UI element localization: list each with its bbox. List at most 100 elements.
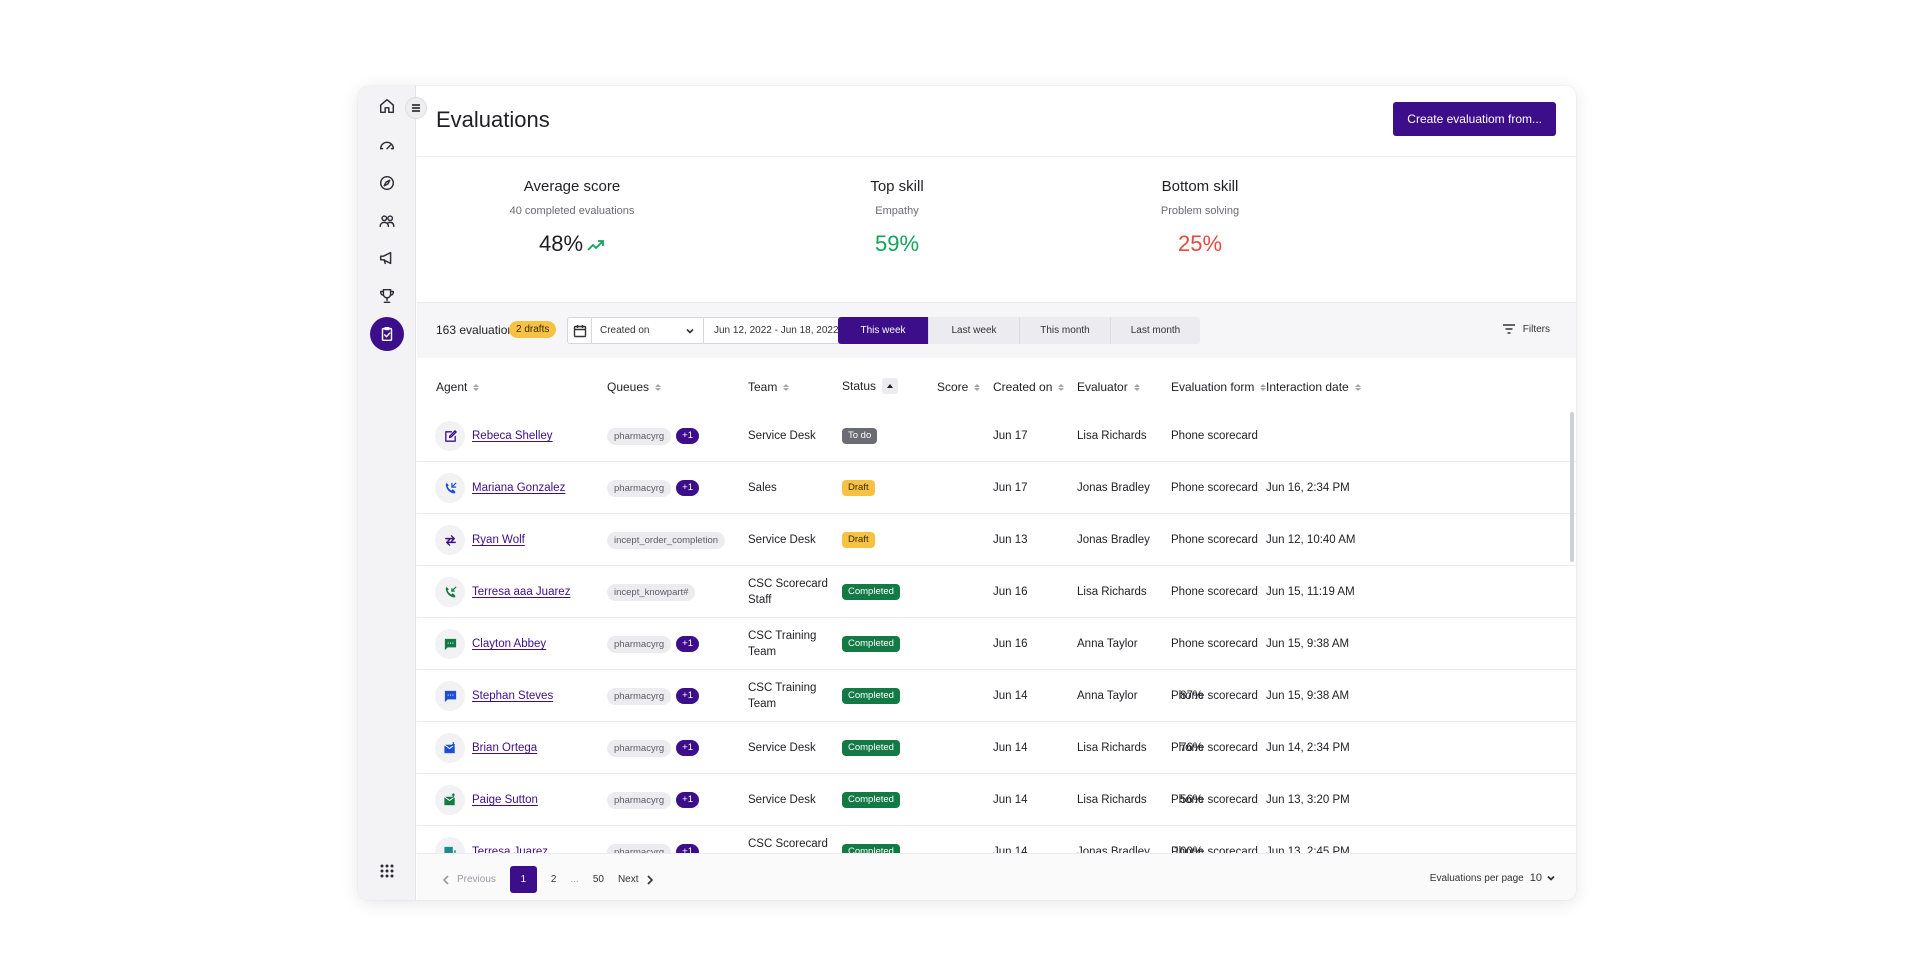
more-queues-chip[interactable]: +1 [676, 844, 700, 853]
agent-link[interactable]: Paige Sutton [472, 794, 538, 806]
more-queues-chip[interactable]: +1 [676, 792, 700, 808]
sidebar-toggle-button[interactable] [405, 97, 427, 119]
column-evaluator[interactable]: Evaluator [1077, 380, 1140, 394]
filters-button[interactable]: Filters [1502, 323, 1550, 335]
status-cell: Completed [842, 618, 900, 670]
table-row[interactable]: Mariana Gonzalez pharmacyrg +1 Sales Draft Ju… [417, 462, 1576, 514]
evaluator-cell: Lisa Richards [1077, 430, 1147, 442]
agent-link[interactable]: Clayton Abbey [472, 638, 547, 650]
filter-icon [1502, 324, 1515, 334]
table-row[interactable]: Ryan Wolf incept_order_completion Service … [417, 514, 1576, 566]
score-cell: 100% [1173, 846, 1203, 853]
bottom-skill-title: Bottom skill [1161, 178, 1239, 195]
table-row[interactable]: Terresa Juarez pharmacyrg +1 CSC Scorecard … [417, 826, 1576, 853]
megaphone-icon [379, 251, 392, 265]
evaluation-form-cell: Phone scorecard [1171, 794, 1258, 806]
sidebar-item-campaigns[interactable] [370, 241, 404, 275]
agent-cell: Terresa aaa Juarez [472, 566, 570, 618]
clipboard-check-icon [381, 326, 393, 342]
team-name: CSC Scorecard Staff [748, 838, 828, 850]
status-badge: To do [842, 428, 878, 444]
status-badge: Draft [842, 480, 875, 496]
table-header: Agent Queues Team Status Score Created o… [417, 358, 1576, 410]
agent-link[interactable]: Brian Ortega [472, 742, 538, 754]
sidebar-item-evaluations[interactable] [370, 317, 404, 351]
agent-link[interactable]: Terresa Juarez [472, 846, 549, 853]
preset-this-week[interactable]: This week [838, 317, 929, 344]
table-scrollbar[interactable] [1570, 412, 1574, 562]
previous-page-button[interactable]: Previous [442, 874, 496, 885]
column-team[interactable]: Team [748, 380, 790, 394]
created-on-cell: Jun 14 [993, 846, 1028, 853]
queue-chip: incept_order_completion [607, 531, 726, 549]
agent-link[interactable]: Stephan Steves [472, 690, 554, 702]
drafts-badge[interactable]: 2 drafts [509, 321, 557, 338]
preset-this-month[interactable]: This month [1020, 317, 1111, 344]
team-name: Service Desk [748, 742, 816, 754]
column-agent[interactable]: Agent [436, 380, 480, 394]
team-name: Service Desk [748, 430, 816, 442]
calendar-icon [573, 324, 586, 337]
apps-launcher[interactable] [370, 854, 404, 888]
evaluator-cell: Jonas Bradley [1077, 846, 1150, 853]
more-queues-chip[interactable]: +1 [676, 428, 700, 444]
sidebar-item-achievements[interactable] [370, 279, 404, 313]
preset-last-week[interactable]: Last week [929, 317, 1020, 344]
table-row[interactable]: Paige Sutton pharmacyrg +1 Service Desk Comp… [417, 774, 1576, 826]
column-evaluation-form[interactable]: Evaluation form [1171, 380, 1267, 394]
queues-cell: pharmacyrg +1 [607, 410, 700, 462]
agent-link[interactable]: Terresa aaa Juarez [472, 586, 571, 598]
sidebar-item-home[interactable] [370, 89, 404, 123]
column-queues[interactable]: Queues [607, 380, 662, 394]
table-row[interactable]: Rebeca Shelley pharmacyrg +1 Service Desk To… [417, 410, 1576, 462]
per-page-select[interactable]: Evaluations per page 10 [1430, 872, 1556, 884]
agent-link[interactable]: Mariana Gonzalez [472, 482, 566, 494]
status-cell: Completed [842, 722, 900, 774]
more-queues-chip[interactable]: +1 [676, 688, 700, 704]
column-created-on[interactable]: Created on [993, 380, 1065, 394]
page-1-button[interactable]: 1 [509, 866, 537, 893]
interaction-date-cell: Jun 12, 10:40 AM [1266, 534, 1356, 546]
team-icon [379, 215, 395, 228]
agent-link[interactable]: Rebeca Shelley [472, 430, 553, 442]
queues-cell: pharmacyrg +1 [607, 462, 700, 514]
next-page-button[interactable]: Next [618, 874, 654, 885]
status-badge: Completed [842, 740, 900, 756]
column-status[interactable]: Status [842, 378, 899, 394]
more-queues-chip[interactable]: +1 [676, 636, 700, 652]
page-2-button[interactable]: 2 [550, 874, 557, 885]
sidebar-item-explore[interactable] [370, 166, 404, 200]
preset-last-month[interactable]: Last month [1130, 325, 1181, 336]
table-row[interactable]: Terresa aaa Juarez incept_knowpart# CSC Sc… [417, 566, 1576, 618]
queues-cell: pharmacyrg +1 [607, 722, 700, 774]
status-cell: Completed [842, 774, 900, 826]
evaluations-table: Agent Queues Team Status Score Created o… [417, 358, 1576, 853]
agent-cell: Clayton Abbey [472, 618, 546, 670]
edit-icon [435, 421, 465, 451]
table-row[interactable]: Stephan Steves pharmacyrg +1 CSC Training T… [417, 670, 1576, 722]
more-queues-chip[interactable]: +1 [676, 480, 700, 496]
sidebar-item-team[interactable] [370, 204, 404, 238]
create-evaluation-button[interactable]: Create evaluatiom from... [1393, 102, 1556, 136]
team-name: Sales [748, 482, 777, 494]
more-queues-chip[interactable]: +1 [676, 740, 700, 756]
apps-grid-icon [380, 864, 394, 878]
evaluation-form-cell: Phone scorecard [1171, 638, 1258, 650]
table-row[interactable]: Brian Ortega pharmacyrg +1 Service Desk Comp… [417, 722, 1576, 774]
table-row[interactable]: Clayton Abbey pharmacyrg +1 CSC Training Te… [417, 618, 1576, 670]
bottom-skill-value: 25% [1177, 231, 1223, 256]
page-50-button[interactable]: 50 [592, 874, 604, 885]
sort-icon [1058, 383, 1065, 391]
sidebar-item-dashboard[interactable] [370, 128, 404, 162]
column-score[interactable]: Score [937, 380, 981, 394]
date-field-select[interactable]: Created on [592, 318, 704, 343]
calendar-button[interactable] [568, 318, 592, 343]
evaluation-form-cell: Phone scorecard [1171, 534, 1258, 546]
per-page-value: 10 [1529, 872, 1542, 884]
column-interaction-date[interactable]: Interaction date [1266, 380, 1361, 394]
team-name: CSC Scorecard Staff [748, 578, 828, 606]
average-score-subtitle: 40 completed evaluations [509, 205, 635, 217]
date-range-input[interactable]: Jun 12, 2022 - Jun 18, 2022 [714, 325, 839, 336]
compass-icon [379, 175, 395, 191]
agent-link[interactable]: Ryan Wolf [472, 534, 525, 546]
